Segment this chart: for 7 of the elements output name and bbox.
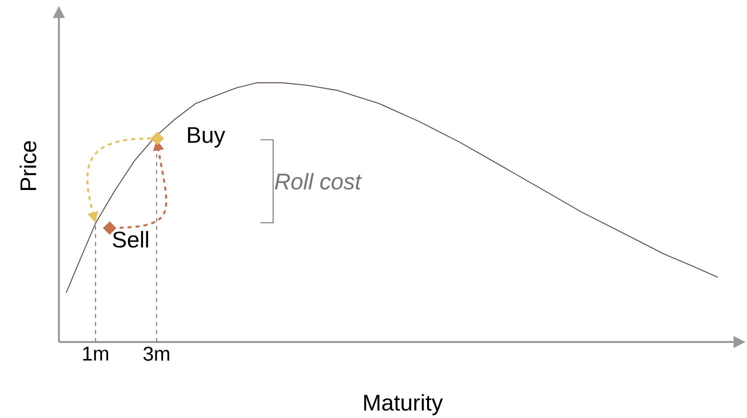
annotation: Roll cost xyxy=(274,172,362,190)
y-axis-title: Price xyxy=(20,141,36,190)
x-tick-label: 3m xyxy=(143,346,170,361)
annotation: Buy xyxy=(188,127,226,148)
annotation: Sell xyxy=(112,231,148,248)
x-axis-title: Maturity xyxy=(364,394,443,416)
x-tick-label: 1m xyxy=(83,346,108,360)
